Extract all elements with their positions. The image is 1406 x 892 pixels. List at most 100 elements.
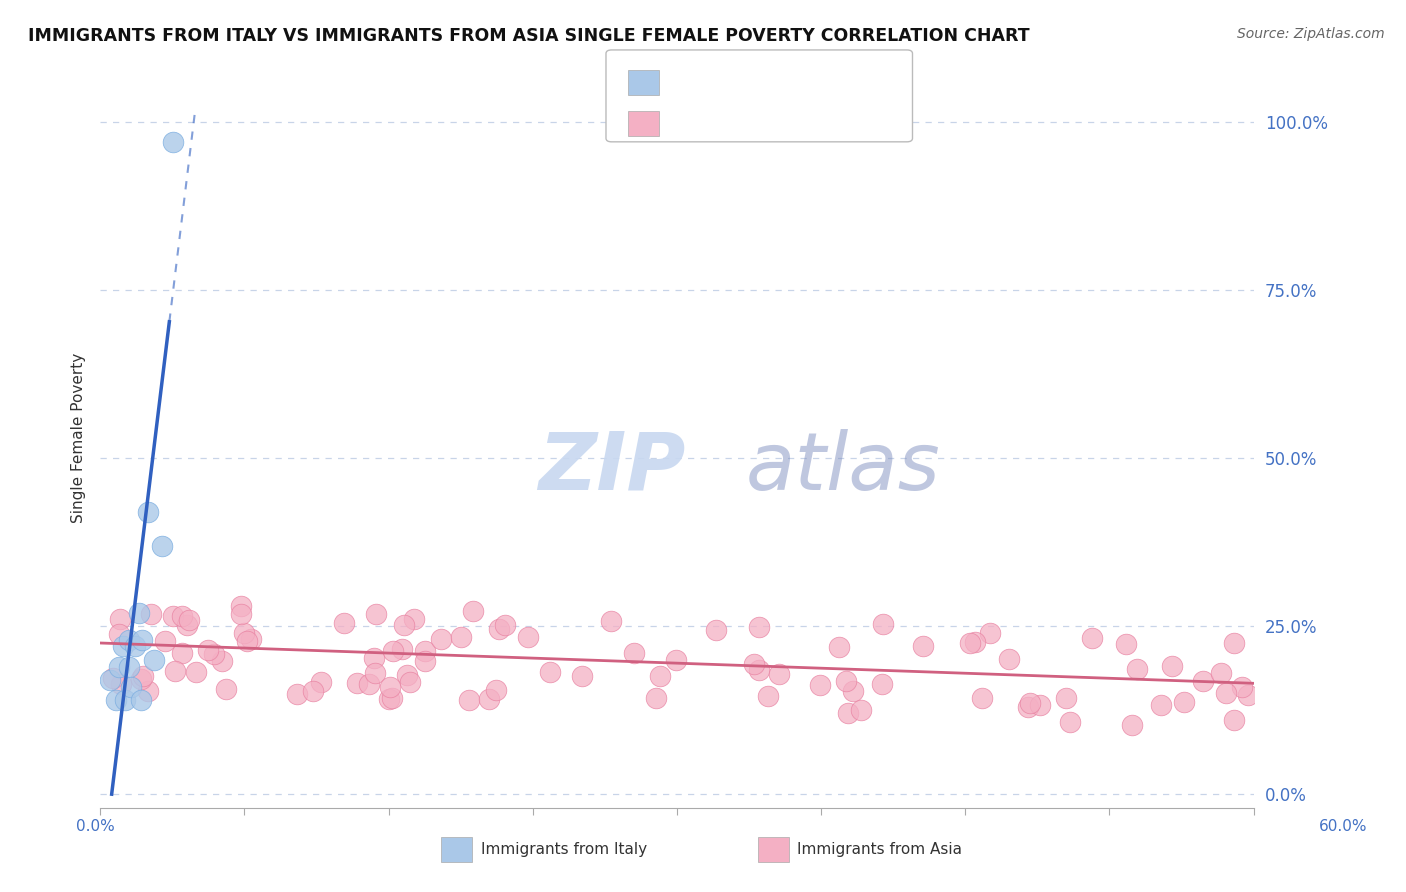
Point xyxy=(842,683,865,698)
Point xyxy=(1018,696,1040,710)
Point xyxy=(516,630,538,644)
Point xyxy=(756,690,779,704)
Point xyxy=(849,703,872,717)
Point xyxy=(1126,662,1149,676)
Point xyxy=(162,136,184,150)
Point xyxy=(214,682,236,697)
Point xyxy=(104,693,127,707)
Text: 60.0%: 60.0% xyxy=(1319,820,1367,834)
Point xyxy=(114,693,136,707)
Point xyxy=(233,626,256,640)
Point xyxy=(235,634,257,648)
Point xyxy=(399,675,422,690)
Point xyxy=(108,626,131,640)
Point xyxy=(110,677,132,691)
Point xyxy=(1236,689,1258,703)
Point xyxy=(872,617,894,632)
Point xyxy=(202,647,225,661)
Point xyxy=(229,599,252,614)
Point xyxy=(141,607,163,621)
Point xyxy=(392,617,415,632)
Point xyxy=(1160,659,1182,673)
Point xyxy=(118,659,141,673)
Point xyxy=(129,673,152,687)
Point xyxy=(302,684,325,698)
Point xyxy=(1121,718,1143,732)
Point xyxy=(108,659,131,673)
Text: Immigrants from Italy: Immigrants from Italy xyxy=(481,842,647,856)
Point xyxy=(911,639,934,653)
Point xyxy=(395,668,418,682)
Point xyxy=(364,607,387,621)
Point xyxy=(229,607,252,622)
Point xyxy=(138,684,160,698)
Point xyxy=(413,654,436,668)
Y-axis label: Single Female Poverty: Single Female Poverty xyxy=(72,353,86,524)
Point xyxy=(600,614,623,628)
Point xyxy=(665,653,688,667)
Point xyxy=(150,539,173,553)
Point xyxy=(835,673,858,688)
Point xyxy=(177,613,200,627)
Point xyxy=(1059,714,1081,729)
Point xyxy=(997,651,1019,665)
Point xyxy=(768,667,790,681)
Point xyxy=(378,692,401,706)
Point xyxy=(430,632,453,647)
Point xyxy=(197,643,219,657)
Point xyxy=(413,644,436,658)
Point xyxy=(748,663,770,677)
Text: R = -0.528  N = 100: R = -0.528 N = 100 xyxy=(668,114,858,132)
Point xyxy=(118,632,141,647)
Point xyxy=(162,609,184,624)
Point xyxy=(346,676,368,690)
Point xyxy=(333,615,356,630)
Point xyxy=(1215,686,1237,700)
Point xyxy=(1209,666,1232,681)
Point xyxy=(404,611,426,625)
Point xyxy=(211,654,233,668)
Text: Source: ZipAtlas.com: Source: ZipAtlas.com xyxy=(1237,27,1385,41)
Point xyxy=(364,666,387,681)
Point xyxy=(959,635,981,649)
Point xyxy=(494,617,516,632)
Point xyxy=(131,632,153,647)
Point xyxy=(837,706,859,721)
Point xyxy=(287,687,309,701)
Point xyxy=(186,665,208,680)
Point xyxy=(623,646,645,660)
Text: 0.0%: 0.0% xyxy=(76,820,115,834)
Point xyxy=(98,673,121,687)
Point xyxy=(1054,690,1077,705)
Point xyxy=(645,691,668,706)
Point xyxy=(381,691,404,706)
Point xyxy=(108,612,131,626)
Point xyxy=(382,644,405,658)
Point xyxy=(1081,632,1104,646)
Point xyxy=(143,653,166,667)
Point xyxy=(450,630,472,644)
Point xyxy=(239,632,262,646)
Point xyxy=(704,623,727,637)
Point xyxy=(128,606,150,620)
Point xyxy=(363,651,385,665)
Point xyxy=(972,691,994,706)
Point xyxy=(1192,674,1215,689)
Point xyxy=(808,678,831,692)
Point xyxy=(1223,713,1246,727)
Text: IMMIGRANTS FROM ITALY VS IMMIGRANTS FROM ASIA SINGLE FEMALE POVERTY CORRELATION : IMMIGRANTS FROM ITALY VS IMMIGRANTS FROM… xyxy=(28,27,1029,45)
Point xyxy=(478,692,501,706)
Point xyxy=(176,617,198,632)
Point xyxy=(112,640,135,654)
Point xyxy=(488,622,510,636)
Point xyxy=(1173,695,1195,709)
Point xyxy=(963,635,986,649)
Point xyxy=(163,664,186,678)
Point xyxy=(103,671,125,685)
Point xyxy=(359,677,381,691)
Point xyxy=(828,640,851,654)
Point xyxy=(1017,700,1039,714)
Point xyxy=(1029,698,1052,712)
Point xyxy=(391,641,413,656)
Point xyxy=(1150,698,1173,713)
